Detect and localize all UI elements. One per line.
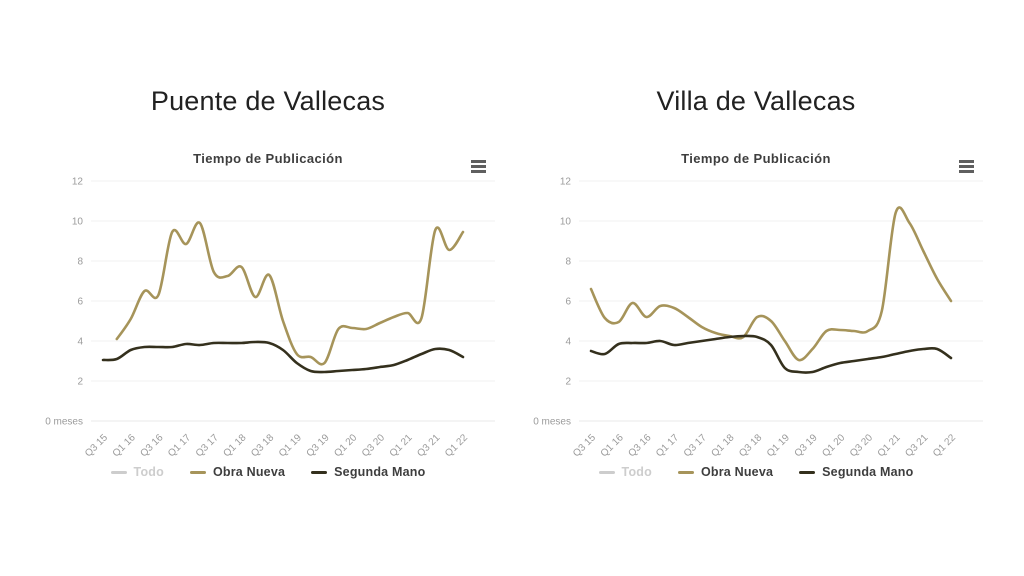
legend-marker: [799, 470, 816, 474]
svg-text:Q1 20: Q1 20: [820, 432, 847, 459]
svg-text:Q3 16: Q3 16: [626, 432, 653, 459]
svg-text:Q1 18: Q1 18: [710, 432, 737, 459]
series-line-obra-nueva: [115, 221, 465, 366]
svg-text:10: 10: [560, 217, 572, 228]
svg-text:Q1 18: Q1 18: [222, 432, 249, 459]
svg-text:Q1 16: Q1 16: [111, 432, 138, 459]
legend-item-segunda-mano[interactable]: Segunda Mano: [799, 465, 913, 479]
legend-item-obra-nueva[interactable]: Obra Nueva: [189, 465, 286, 479]
legend-label: Segunda Mano: [822, 465, 914, 479]
legend-marker: [598, 470, 615, 474]
svg-text:4: 4: [77, 337, 83, 348]
panel-title-puente: Puente de Vallecas: [150, 86, 386, 116]
svg-text:10: 10: [72, 217, 84, 228]
legend-marker: [110, 470, 127, 474]
svg-text:12: 12: [560, 177, 572, 188]
chart-header: Tiempo de Publicación: [33, 151, 503, 171]
chart-card-villa-de-vallecas: Villa de Vallecas Tiempo de Publicación …: [521, 86, 991, 479]
series-lines: [101, 221, 465, 374]
chart-header: Tiempo de Publicación: [521, 151, 991, 171]
legend-marker: [311, 470, 328, 474]
legend-label: Todo: [621, 465, 652, 479]
svg-text:Q1 17: Q1 17: [166, 432, 193, 459]
svg-text:2: 2: [77, 377, 83, 388]
svg-text:Q1 17: Q1 17: [654, 432, 681, 459]
series-lines: [589, 206, 953, 374]
series-line-segunda-mano: [589, 334, 953, 374]
svg-text:Q1 20: Q1 20: [332, 432, 359, 459]
legend-item-todo[interactable]: Todo: [110, 465, 164, 479]
svg-text:Q3 17: Q3 17: [194, 432, 221, 459]
svg-text:0 meses: 0 meses: [45, 417, 83, 428]
svg-text:Q1 21: Q1 21: [388, 432, 415, 459]
svg-text:6: 6: [77, 297, 83, 308]
series-line-segunda-mano: [101, 340, 465, 374]
svg-text:Q3 18: Q3 18: [249, 432, 276, 459]
svg-text:Q1 22: Q1 22: [931, 432, 958, 459]
svg-text:2: 2: [565, 377, 571, 388]
svg-text:Q3 20: Q3 20: [360, 432, 387, 459]
svg-text:8: 8: [565, 257, 571, 268]
chart-cards-row: Puente de Vallecas Tiempo de Publicación…: [33, 86, 991, 479]
svg-text:Q3 16: Q3 16: [138, 432, 165, 459]
svg-text:12: 12: [72, 177, 84, 188]
context-menu-button[interactable]: [955, 151, 979, 171]
svg-text:Q3 19: Q3 19: [305, 432, 332, 459]
chart-title: Tiempo de Publicación: [193, 151, 343, 166]
y-axis-labels: 12 10 8 6 4 2 0 meses: [45, 177, 83, 428]
panel-title-villa: Villa de Vallecas: [656, 86, 856, 116]
chart-legend: Todo Obra Nueva Segunda Mano: [521, 465, 991, 479]
svg-text:Q3 19: Q3 19: [793, 432, 820, 459]
chart-container: Tiempo de Publicación 12 10 8 6 4 2 0 meses Q3 …: [33, 151, 503, 479]
svg-text:0 meses: 0 meses: [533, 417, 571, 428]
svg-text:4: 4: [565, 337, 571, 348]
chart-legend: Todo Obra Nueva Segunda Mano: [33, 465, 503, 479]
legend-item-segunda-mano[interactable]: Segunda Mano: [311, 465, 425, 479]
gridlines: [91, 180, 495, 422]
svg-text:Q3 15: Q3 15: [571, 432, 598, 459]
series-line-obra-nueva: [589, 206, 953, 362]
svg-text:Q3 21: Q3 21: [415, 432, 442, 459]
legend-label: Obra Nueva: [700, 465, 774, 479]
svg-text:Q3 18: Q3 18: [737, 432, 764, 459]
legend-label: Segunda Mano: [334, 465, 426, 479]
legend-marker: [677, 470, 694, 474]
svg-text:Q3 17: Q3 17: [682, 432, 709, 459]
x-axis-labels: Q3 15 Q1 16 Q3 16 Q1 17 Q3 17 Q1 18 Q3 18 Q1 19…: [83, 432, 470, 459]
chart-card-puente-de-vallecas: Puente de Vallecas Tiempo de Publicación…: [33, 86, 503, 479]
chart-container: Tiempo de Publicación 12 10 8 6 4 2 0 meses Q3 …: [521, 151, 991, 479]
gridlines: [579, 180, 983, 422]
svg-text:Q3 21: Q3 21: [903, 432, 930, 459]
svg-text:Q3 20: Q3 20: [848, 432, 875, 459]
svg-text:Q3 15: Q3 15: [83, 432, 110, 459]
svg-text:Q1 21: Q1 21: [876, 432, 903, 459]
hamburger-icon: [959, 159, 974, 163]
y-axis-labels: 12 10 8 6 4 2 0 meses: [533, 177, 571, 428]
svg-text:Q1 16: Q1 16: [599, 432, 626, 459]
hamburger-icon: [471, 159, 486, 163]
legend-item-obra-nueva[interactable]: Obra Nueva: [677, 465, 774, 479]
legend-label: Todo: [133, 465, 164, 479]
svg-text:Q1 22: Q1 22: [443, 432, 470, 459]
svg-text:Q1 19: Q1 19: [277, 432, 304, 459]
chart-title: Tiempo de Publicación: [681, 151, 831, 166]
x-axis-labels: Q3 15 Q1 16 Q3 16 Q1 17 Q3 17 Q1 18 Q3 18 Q1 19…: [571, 432, 958, 459]
context-menu-button[interactable]: [467, 151, 491, 171]
legend-marker: [189, 470, 206, 474]
legend-label: Obra Nueva: [212, 465, 286, 479]
svg-text:Q1 19: Q1 19: [765, 432, 792, 459]
svg-text:8: 8: [77, 257, 83, 268]
svg-text:6: 6: [565, 297, 571, 308]
legend-item-todo[interactable]: Todo: [598, 465, 652, 479]
